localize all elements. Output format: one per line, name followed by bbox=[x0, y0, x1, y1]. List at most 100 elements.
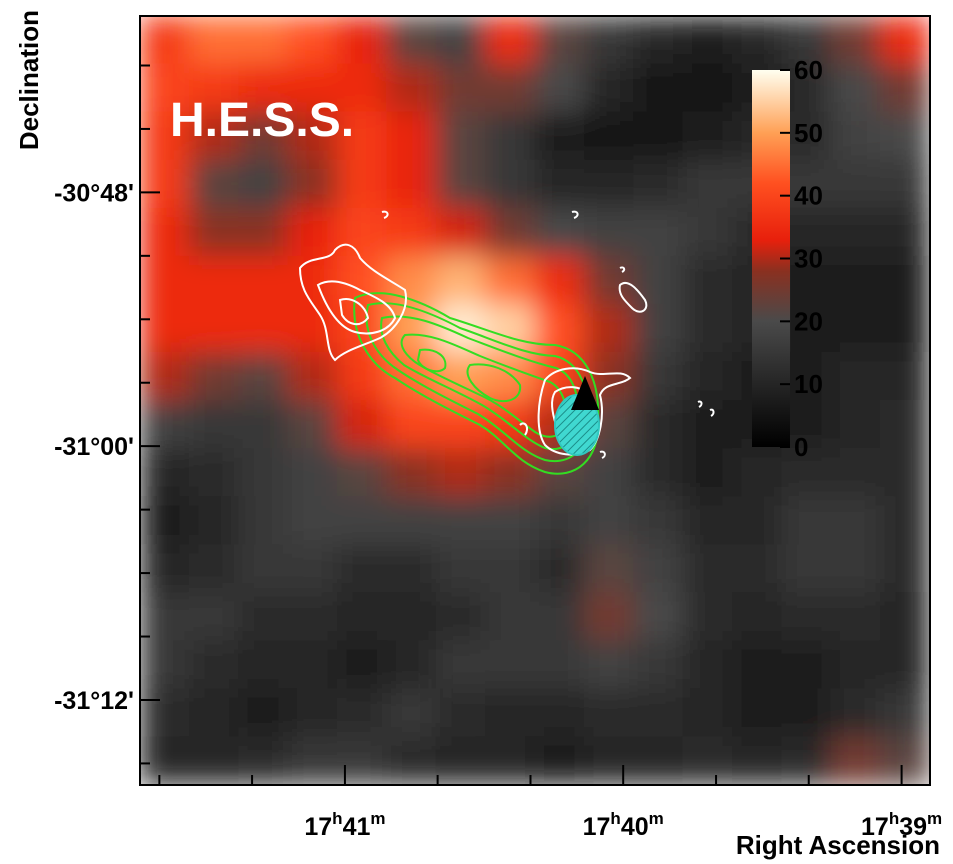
heatmap-cell bbox=[287, 207, 338, 257]
heatmap-cell bbox=[880, 255, 930, 305]
heatmap-cell bbox=[880, 400, 930, 450]
heatmap-cell bbox=[140, 63, 190, 113]
heatmap-cell bbox=[337, 448, 388, 498]
x-tick-label: 17h40m bbox=[583, 809, 664, 841]
heatmap-cell bbox=[337, 400, 388, 450]
heatmap-cell bbox=[386, 736, 437, 785]
heatmap-cell bbox=[732, 544, 783, 594]
heatmap-cell bbox=[633, 159, 684, 209]
heatmap-cell bbox=[238, 63, 289, 113]
heatmap-cell bbox=[435, 207, 487, 257]
heatmap-cell bbox=[682, 303, 733, 353]
heatmap-cell bbox=[485, 159, 536, 209]
heatmap-cell bbox=[188, 544, 240, 594]
heatmap-cell bbox=[781, 448, 832, 498]
heatmap-cell bbox=[682, 592, 733, 642]
heatmap-cell bbox=[633, 592, 684, 642]
heatmap-cell bbox=[238, 448, 289, 498]
heatmap-cell bbox=[435, 111, 487, 161]
heatmap-cell bbox=[682, 640, 733, 690]
heatmap-cell bbox=[633, 111, 684, 161]
heatmap-cell bbox=[287, 496, 338, 546]
heatmap-cell bbox=[633, 736, 684, 785]
heatmap-cell bbox=[337, 207, 388, 257]
heatmap-cell bbox=[880, 688, 930, 738]
heatmap-cell bbox=[337, 496, 388, 546]
heatmap-cell bbox=[140, 640, 190, 690]
heatmap-cell bbox=[238, 400, 289, 450]
heatmap-cell bbox=[880, 640, 930, 690]
heatmap-cell bbox=[830, 63, 882, 113]
source-triangle bbox=[571, 376, 599, 410]
heatmap-cell bbox=[732, 16, 783, 65]
heatmap-cell bbox=[534, 688, 585, 738]
heatmap-cell bbox=[238, 159, 289, 209]
heatmap-cell bbox=[287, 63, 338, 113]
heatmap-cell bbox=[238, 16, 289, 65]
heatmap-cell bbox=[880, 736, 930, 785]
heatmap-cell bbox=[337, 351, 388, 401]
heatmap-cell bbox=[386, 159, 437, 209]
heatmap-cell bbox=[337, 544, 388, 594]
heatmap-cell bbox=[485, 111, 536, 161]
heatmap-cell bbox=[534, 640, 585, 690]
heatmap-cell bbox=[287, 303, 338, 353]
heatmap-cell bbox=[386, 400, 437, 450]
heatmap-cell bbox=[830, 496, 882, 546]
heatmap-cell bbox=[682, 736, 733, 785]
heatmap-cell bbox=[435, 640, 487, 690]
heatmap-cell bbox=[534, 544, 585, 594]
heatmap-cell bbox=[287, 159, 338, 209]
heatmap-cell bbox=[633, 255, 684, 305]
heatmap-cell bbox=[337, 255, 388, 305]
heatmap-cell bbox=[485, 16, 536, 65]
heatmap-cell bbox=[140, 255, 190, 305]
heatmap-cell bbox=[534, 255, 585, 305]
heatmap-cell bbox=[633, 640, 684, 690]
heatmap-cell bbox=[633, 400, 684, 450]
heatmap-cell bbox=[534, 736, 585, 785]
heatmap-cell bbox=[732, 640, 783, 690]
heatmap-cell bbox=[583, 688, 635, 738]
colorbar-tick-label: 50 bbox=[794, 118, 823, 148]
heatmap-cell bbox=[583, 159, 635, 209]
heatmap-cell bbox=[386, 111, 437, 161]
heatmap-cell bbox=[880, 111, 930, 161]
heatmap-cell bbox=[583, 63, 635, 113]
heatmap-cell bbox=[188, 351, 240, 401]
heatmap-cell bbox=[188, 207, 240, 257]
heatmap-cell bbox=[238, 640, 289, 690]
heatmap-cell bbox=[238, 255, 289, 305]
heatmap-cell bbox=[188, 16, 240, 65]
heatmap-cell bbox=[140, 592, 190, 642]
heatmap-cell bbox=[781, 496, 832, 546]
x-tick-label: 17h39m bbox=[861, 809, 942, 841]
heatmap-cell bbox=[386, 207, 437, 257]
heatmap-cell bbox=[830, 736, 882, 785]
heatmap-cell bbox=[140, 16, 190, 65]
x-tick-label: 17h41m bbox=[304, 809, 385, 841]
plot-frame bbox=[139, 15, 931, 786]
heatmap-cell bbox=[830, 207, 882, 257]
heatmap-cell bbox=[337, 63, 388, 113]
heatmap-cell bbox=[386, 63, 437, 113]
heatmap-cell bbox=[337, 688, 388, 738]
heatmap-cell bbox=[830, 640, 882, 690]
heatmap-cell bbox=[583, 736, 635, 785]
heatmap-cell bbox=[485, 303, 536, 353]
colorbar-tick-label: 0 bbox=[794, 432, 808, 462]
heatmap-cell bbox=[287, 400, 338, 450]
heatmap-cell bbox=[188, 159, 240, 209]
heatmap-cell bbox=[682, 496, 733, 546]
heatmap-cell bbox=[435, 688, 487, 738]
heatmap-cell bbox=[583, 16, 635, 65]
heatmap-cell bbox=[188, 640, 240, 690]
heatmap-cell bbox=[140, 544, 190, 594]
colorbar-tick-label: 40 bbox=[794, 181, 823, 211]
heatmap-cell bbox=[880, 159, 930, 209]
heatmap-cell bbox=[682, 351, 733, 401]
heatmap-cell bbox=[238, 303, 289, 353]
heatmap-cell bbox=[682, 448, 733, 498]
heatmap-cell bbox=[781, 736, 832, 785]
